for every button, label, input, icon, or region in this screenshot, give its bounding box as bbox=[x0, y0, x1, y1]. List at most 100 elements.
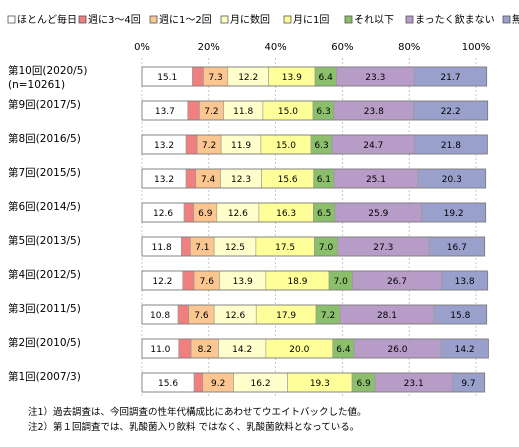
legend-swatch bbox=[78, 15, 87, 24]
x-tick-label: 60% bbox=[331, 42, 353, 53]
data-label: 12.6 bbox=[153, 209, 173, 219]
data-label: 25.9 bbox=[368, 209, 388, 219]
footnote-2: 注2）第１回調査では、乳酸菌入り飲料 ではなく、乳酸菌飲料となっている。 bbox=[28, 422, 360, 433]
data-label: 9.7 bbox=[461, 379, 475, 389]
category-label: 第9回(2017/5) bbox=[8, 98, 81, 111]
data-label: 7.0 bbox=[334, 277, 349, 287]
bar-segment bbox=[185, 134, 198, 155]
category-label: 第6回(2014/5) bbox=[8, 200, 81, 213]
bar-outline bbox=[141, 372, 486, 393]
data-label: 26.0 bbox=[387, 345, 407, 355]
data-label: 15.6 bbox=[158, 379, 178, 389]
x-tick-label: 100% bbox=[462, 42, 491, 53]
x-tick-label: 20% bbox=[198, 42, 220, 53]
legend-swatch bbox=[220, 15, 229, 24]
footnote-1: 注1）過去調査は、今回調査の性年代構成比にあわせてウエイトバックした値。 bbox=[28, 407, 367, 418]
data-label: 6.4 bbox=[319, 73, 334, 83]
data-label: 7.6 bbox=[200, 277, 215, 287]
data-label: 6.3 bbox=[314, 141, 328, 151]
data-label: 7.2 bbox=[321, 311, 335, 321]
category-label: 第3回(2011/5) bbox=[8, 302, 81, 315]
data-label: 20.3 bbox=[442, 175, 462, 185]
bar-segment bbox=[187, 100, 200, 121]
data-label: 16.3 bbox=[276, 209, 296, 219]
legend-label: まったく飲まない bbox=[415, 13, 495, 26]
data-label: 7.1 bbox=[195, 243, 209, 253]
data-label: 23.8 bbox=[364, 107, 384, 117]
data-label: 14.2 bbox=[232, 345, 252, 355]
data-label: 16.7 bbox=[447, 243, 467, 253]
x-tick-label: 0% bbox=[134, 42, 150, 53]
data-label: 6.1 bbox=[317, 175, 331, 185]
legend-label: ほとんど毎日 bbox=[17, 13, 77, 26]
data-label: 10.8 bbox=[150, 311, 170, 321]
legend-label: 週に3～4回 bbox=[88, 14, 141, 26]
data-label: 7.0 bbox=[319, 243, 334, 253]
data-label: 15.0 bbox=[278, 107, 298, 117]
data-label: 15.8 bbox=[450, 311, 470, 321]
data-label: 11.8 bbox=[233, 107, 253, 117]
data-label: 12.2 bbox=[238, 73, 258, 83]
legend-swatch bbox=[149, 15, 158, 24]
bar-outline bbox=[141, 236, 486, 257]
data-label: 6.9 bbox=[356, 379, 371, 389]
data-label: 24.7 bbox=[363, 141, 383, 151]
data-label: 13.8 bbox=[455, 277, 475, 287]
data-label: 11.8 bbox=[152, 243, 172, 253]
bar-segment bbox=[185, 168, 197, 189]
legend-label: 月に数回 bbox=[230, 13, 270, 26]
data-label: 7.6 bbox=[194, 311, 209, 321]
legend-label: それ以下 bbox=[354, 14, 394, 26]
legend-swatch bbox=[502, 15, 511, 24]
bar-outline bbox=[141, 66, 488, 87]
bars: 15.1 7.3 12.2 13.9 6.4 23.3 21.7 13.7 7.2 11.8 15.… bbox=[141, 66, 489, 393]
legend-swatch bbox=[405, 15, 414, 24]
data-label: 6.9 bbox=[198, 209, 213, 219]
data-label: 21.8 bbox=[441, 141, 461, 151]
category-label: 第5回(2013/5) bbox=[8, 234, 81, 247]
data-label: 23.3 bbox=[365, 73, 385, 83]
bar-outline bbox=[141, 270, 489, 291]
x-axis-ticks: 0% 20% 40% 60% 80% 100% bbox=[134, 42, 490, 53]
bar-outline bbox=[141, 202, 487, 223]
bar-outline bbox=[141, 304, 488, 325]
data-label: 23.1 bbox=[404, 379, 424, 389]
data-label: 6.3 bbox=[316, 107, 330, 117]
data-label: 21.7 bbox=[440, 73, 460, 83]
data-label: 17.5 bbox=[275, 243, 295, 253]
data-label: 20.0 bbox=[289, 345, 309, 355]
data-label: 22.2 bbox=[441, 107, 461, 117]
data-label: 27.3 bbox=[373, 243, 393, 253]
bar-segment bbox=[183, 202, 195, 223]
data-label: 14.2 bbox=[455, 345, 475, 355]
data-label: 25.1 bbox=[366, 175, 386, 185]
category-label: 第10回(2020/5) bbox=[8, 64, 88, 77]
data-label: 15.1 bbox=[157, 73, 177, 83]
data-label: 6.4 bbox=[336, 345, 351, 355]
data-label: 9.2 bbox=[211, 379, 225, 389]
data-label: 13.9 bbox=[282, 73, 302, 83]
data-label: 16.2 bbox=[251, 379, 271, 389]
bar-outline bbox=[141, 134, 488, 155]
legend-swatch bbox=[7, 15, 16, 24]
data-label: 26.7 bbox=[387, 277, 407, 287]
data-label: 7.2 bbox=[204, 107, 218, 117]
data-label: 12.5 bbox=[225, 243, 245, 253]
bar-outline bbox=[141, 168, 487, 189]
y-axis-labels: 第10回(2020/5) (n=10261) 第9回(2017/5) 第8回(2016… bbox=[8, 64, 88, 383]
data-label: 19.3 bbox=[310, 379, 330, 389]
data-label: 12.6 bbox=[228, 209, 248, 219]
data-label: 13.9 bbox=[233, 277, 253, 287]
data-label: 13.7 bbox=[155, 107, 175, 117]
bar-segment bbox=[182, 270, 195, 291]
data-label: 6.5 bbox=[317, 209, 331, 219]
data-label: 7.2 bbox=[202, 141, 216, 151]
data-label: 28.1 bbox=[377, 311, 397, 321]
category-label: 第2回(2010/5) bbox=[8, 336, 81, 349]
legend-label: 無回答 bbox=[512, 13, 519, 26]
data-label: 7.4 bbox=[201, 175, 216, 185]
legend-swatch bbox=[344, 15, 353, 24]
data-label: 19.2 bbox=[444, 209, 464, 219]
